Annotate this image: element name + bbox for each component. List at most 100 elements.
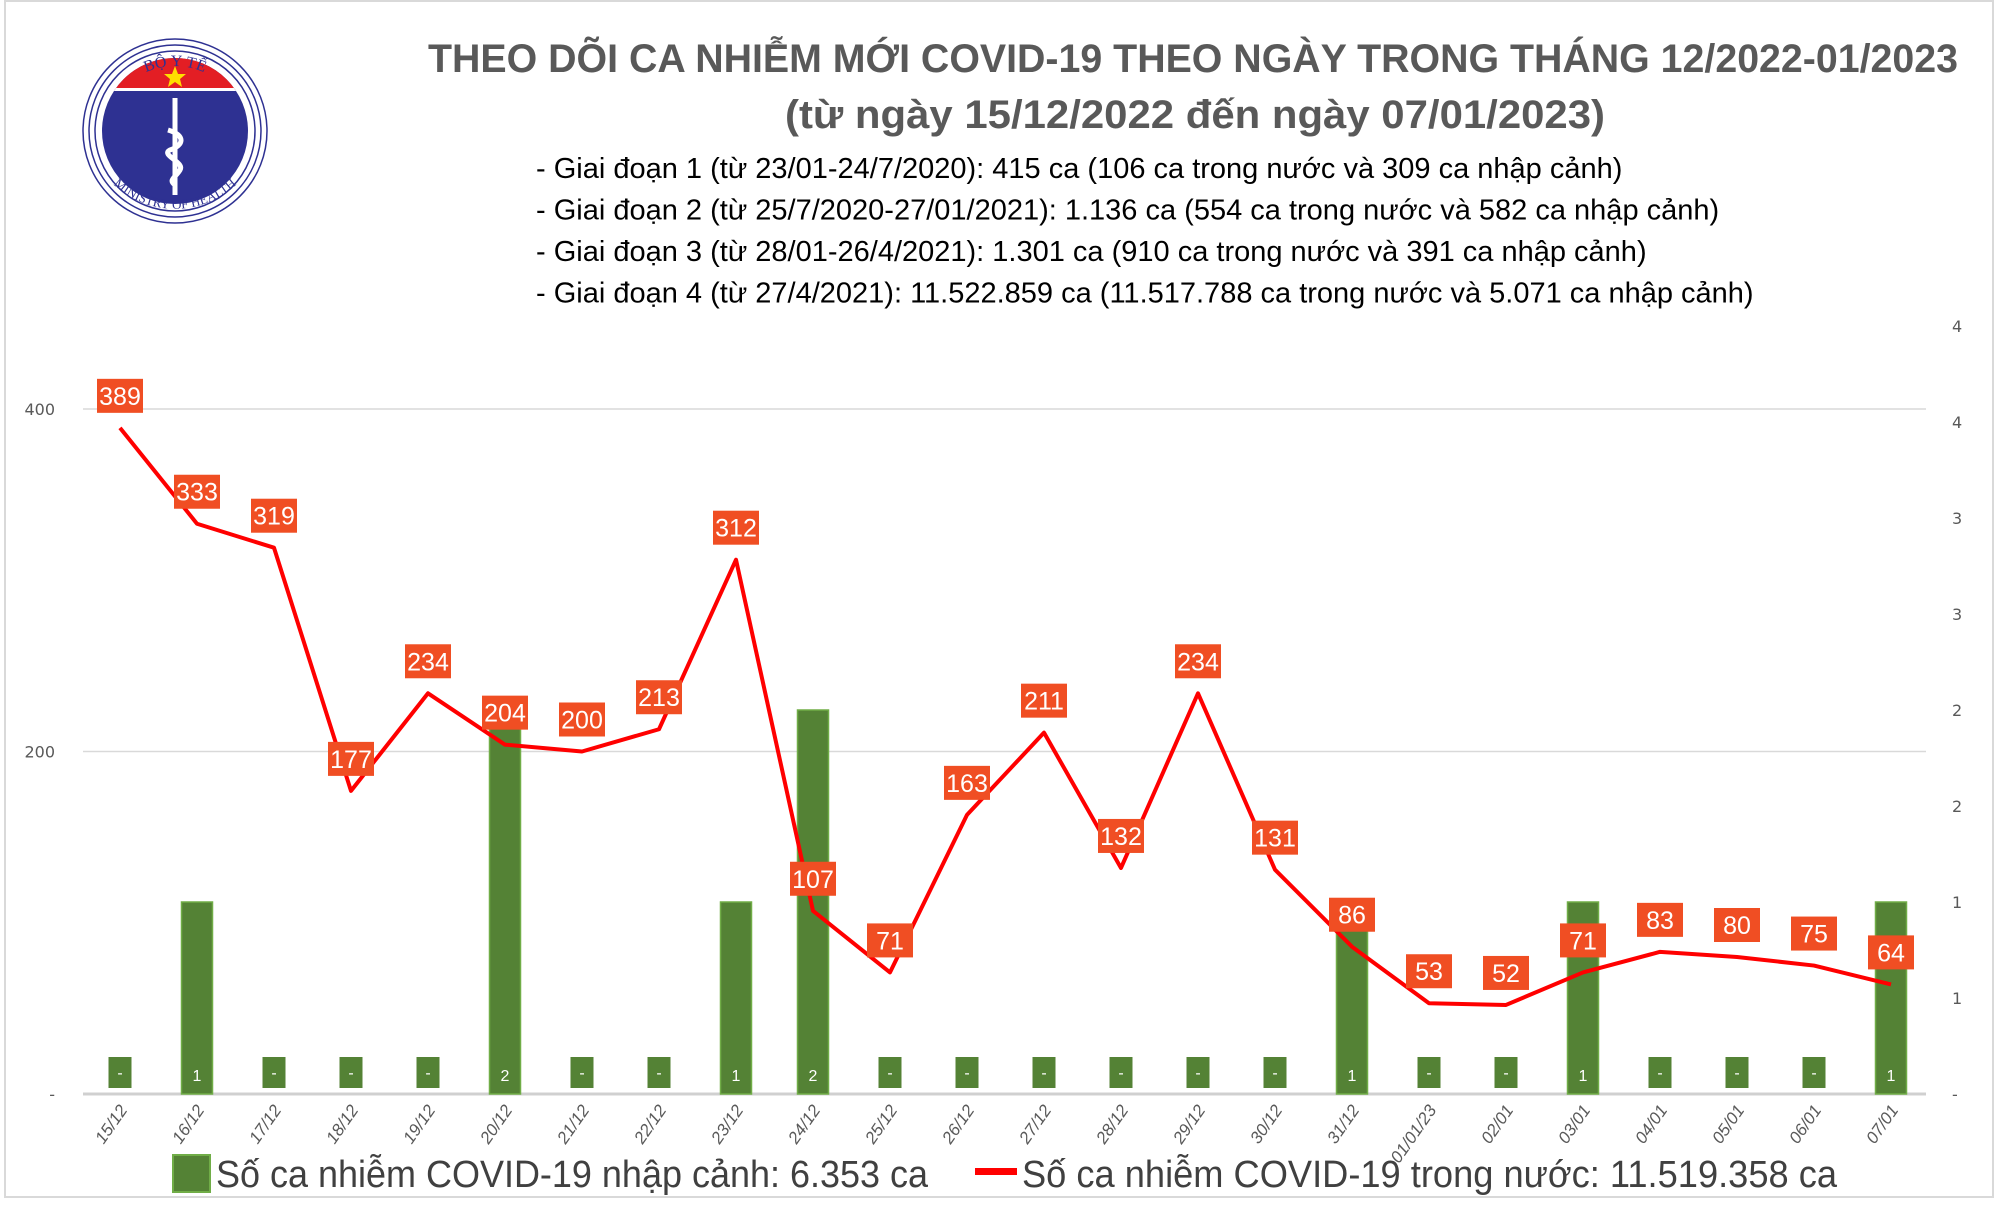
data-label: 53 — [1415, 958, 1443, 986]
x-tick-label: 19/12 — [399, 1101, 439, 1147]
data-label: 107 — [792, 866, 834, 894]
data-label: 131 — [1254, 825, 1296, 853]
y-left-tick: - — [49, 1085, 55, 1104]
data-label: 177 — [330, 746, 372, 774]
bar-label: 1 — [1579, 1068, 1588, 1085]
bar-label: - — [1657, 1065, 1662, 1082]
bar-label: - — [579, 1065, 584, 1082]
phase-note: - Giai đoạn 1 (từ 23/01-24/7/2020): 415 … — [536, 153, 1622, 185]
data-label: 213 — [638, 684, 680, 712]
legend-label-domestic: Số ca nhiễm COVID-19 trong nước: 11.519.… — [1022, 1153, 1838, 1196]
data-label-box — [405, 644, 451, 679]
star-icon — [164, 66, 186, 87]
y-right-tick: 4 — [1952, 413, 1962, 432]
bar-label: - — [1426, 1065, 1431, 1082]
x-tick-label: 22/12 — [630, 1101, 671, 1148]
bar-label: 2 — [501, 1068, 510, 1085]
data-label: 234 — [1177, 648, 1219, 676]
y-right-tick: 3 — [1952, 509, 1962, 528]
data-label: 204 — [484, 700, 526, 728]
bar-label: - — [1272, 1065, 1277, 1082]
bar-zero-label-box — [416, 1057, 440, 1088]
y-right-tick: - — [1952, 1085, 1958, 1104]
bar-zero-label-box — [1109, 1057, 1133, 1088]
data-label: 312 — [715, 515, 757, 543]
bar-label: 2 — [809, 1068, 818, 1085]
bar-imported — [719, 901, 753, 1095]
bar-label: - — [348, 1065, 353, 1082]
data-label: 71 — [876, 927, 904, 955]
data-label-box — [1175, 644, 1221, 679]
data-label: 64 — [1877, 939, 1905, 967]
x-tick-label: 17/12 — [245, 1101, 285, 1147]
data-label: 52 — [1492, 960, 1520, 988]
bar-label: - — [1041, 1065, 1046, 1082]
bar-label: - — [425, 1065, 430, 1082]
bar-zero-label-box — [1032, 1057, 1056, 1088]
bar-label: - — [1503, 1065, 1508, 1082]
data-label-box — [1098, 818, 1144, 853]
data-label-box — [328, 741, 374, 776]
bar-imported — [1874, 901, 1908, 1095]
data-label: 83 — [1646, 907, 1674, 935]
x-tick-label: 06/01 — [1785, 1101, 1825, 1147]
x-tick-label: 15/12 — [91, 1101, 131, 1147]
x-tick-label: 23/12 — [707, 1101, 748, 1148]
data-label-box — [1637, 902, 1683, 937]
bar-label: - — [964, 1065, 969, 1082]
bar-label: - — [117, 1065, 122, 1082]
data-label-box — [1714, 908, 1760, 942]
data-label-box — [1021, 683, 1067, 718]
bar-zero-label-box — [1186, 1057, 1210, 1088]
chart-subtitle: (từ ngày 15/12/2022 đến ngày 07/01/2023) — [785, 93, 1605, 137]
data-label-box — [174, 474, 220, 509]
legend-swatch-domestic — [975, 1168, 1017, 1175]
data-label: 333 — [176, 479, 218, 507]
bar-imported — [488, 709, 522, 1095]
bar-label: - — [887, 1065, 892, 1082]
bar-label: - — [1811, 1065, 1816, 1082]
data-label: 319 — [253, 503, 295, 531]
data-label-box — [713, 510, 759, 545]
x-tick-label: 18/12 — [322, 1101, 362, 1147]
bar-zero-label-box — [108, 1057, 132, 1088]
data-label-box — [559, 702, 605, 737]
data-label-box — [1868, 935, 1914, 970]
phase-note: - Giai đoạn 3 (từ 28/01-26/4/2021): 1.30… — [536, 236, 1647, 268]
data-label-box — [1791, 916, 1837, 951]
data-label-box — [636, 680, 682, 715]
x-tick-label: 16/12 — [168, 1101, 208, 1147]
phase-notes: - Giai đoạn 1 (từ 23/01-24/7/2020): 415 … — [536, 153, 1754, 310]
bar-zero-label-box — [1648, 1057, 1672, 1088]
bar-zero-label-box — [570, 1057, 594, 1088]
ministry-of-health-logo: BỘ Y TẾ MINISTRY OF HEALTH — [82, 38, 268, 224]
data-label-box — [251, 498, 297, 533]
data-label: 200 — [561, 707, 603, 735]
data-label-box — [1560, 923, 1606, 958]
y-right-tick: 2 — [1952, 797, 1962, 816]
chart-title: THEO DÕI CA NHIỄM MỚI COVID-19 THEO NGÀY… — [428, 35, 1958, 81]
data-label: 86 — [1338, 902, 1366, 930]
x-tick-label: 25/12 — [861, 1101, 902, 1148]
x-tick-label: 28/12 — [1092, 1101, 1133, 1148]
data-label-box — [97, 378, 143, 413]
bar-label: 1 — [193, 1068, 202, 1085]
bar-label: - — [1118, 1065, 1123, 1082]
bar-label: 1 — [732, 1068, 741, 1085]
data-label: 71 — [1569, 927, 1597, 955]
y-right-tick: 1 — [1952, 989, 1962, 1008]
y-right-tick: 1 — [1952, 893, 1962, 912]
bar-zero-label-box — [262, 1057, 286, 1088]
bar-zero-label-box — [1725, 1057, 1749, 1088]
x-tick-label: 27/12 — [1015, 1101, 1056, 1148]
data-label: 211 — [1024, 688, 1064, 716]
y-right-tick: 4 — [1952, 317, 1962, 336]
bar-zero-label-box — [1417, 1057, 1441, 1088]
bar-zero-label-box — [955, 1057, 979, 1088]
bar-label: - — [271, 1065, 276, 1082]
bar-label: 1 — [1348, 1068, 1357, 1085]
data-label-box — [1329, 897, 1375, 932]
y-right-tick: 3 — [1952, 605, 1962, 624]
x-tick-label: 21/12 — [553, 1101, 594, 1148]
bar-label: - — [1734, 1065, 1739, 1082]
